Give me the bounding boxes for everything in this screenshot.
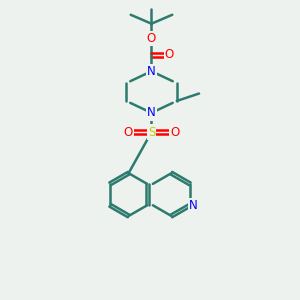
Text: N: N [189,199,198,212]
Text: O: O [147,32,156,45]
Text: N: N [147,65,156,78]
Text: O: O [123,126,132,139]
Text: O: O [171,126,180,139]
Text: S: S [148,126,155,139]
Text: O: O [165,48,174,62]
Text: N: N [147,106,156,119]
